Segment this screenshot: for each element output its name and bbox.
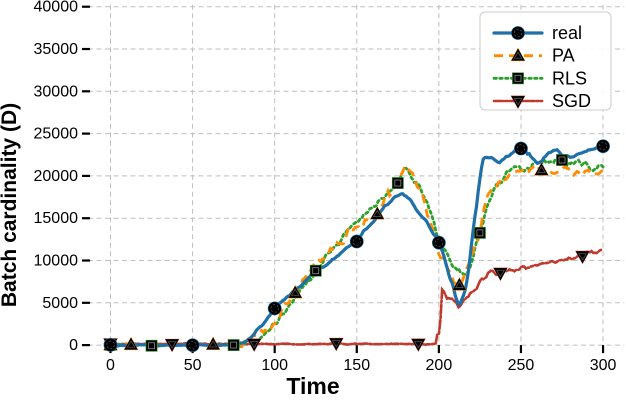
svg-text:5000: 5000 [42, 295, 78, 312]
svg-text:SGD: SGD [552, 91, 591, 111]
svg-text:0: 0 [106, 357, 115, 374]
svg-text:25000: 25000 [34, 126, 79, 143]
svg-text:40000: 40000 [34, 0, 79, 16]
svg-text:20000: 20000 [34, 168, 79, 185]
svg-text:150: 150 [343, 357, 370, 374]
svg-text:200: 200 [426, 357, 453, 374]
svg-text:real: real [552, 23, 582, 43]
svg-text:Time: Time [286, 373, 339, 399]
svg-text:RLS: RLS [552, 68, 587, 88]
svg-text:100: 100 [261, 357, 288, 374]
svg-text:0: 0 [69, 337, 78, 354]
svg-text:15000: 15000 [34, 210, 79, 227]
svg-text:Batch cardinality (D): Batch cardinality (D) [0, 103, 21, 307]
svg-text:PA: PA [552, 46, 575, 66]
svg-text:300: 300 [590, 357, 617, 374]
svg-text:50: 50 [184, 357, 202, 374]
svg-text:35000: 35000 [34, 41, 79, 58]
svg-text:10000: 10000 [34, 253, 79, 270]
svg-text:250: 250 [508, 357, 535, 374]
svg-text:30000: 30000 [34, 83, 79, 100]
